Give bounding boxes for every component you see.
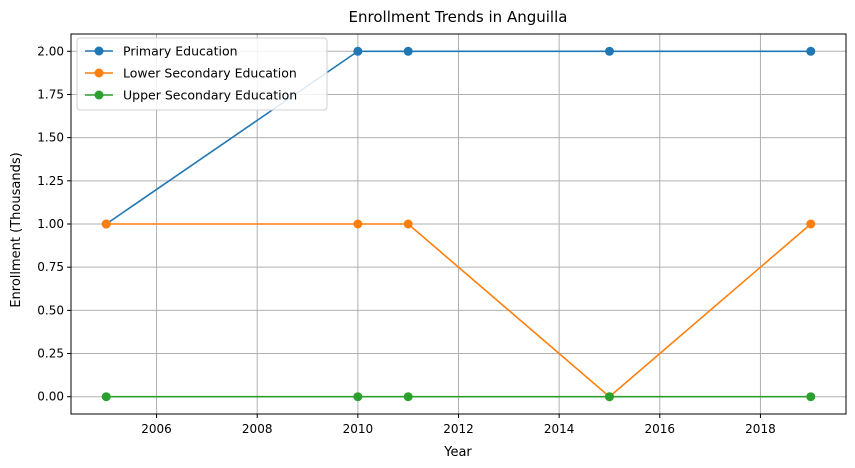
data-point (403, 219, 413, 229)
legend-label: Upper Secondary Education (123, 88, 297, 103)
data-point (101, 392, 111, 402)
y-axis-label: Enrollment (Thousands) (9, 152, 24, 307)
data-point (101, 219, 111, 229)
data-point (806, 219, 816, 229)
legend: Primary Education Lower Secondary Educati… (76, 37, 328, 111)
legend-item: Upper Secondary Education (85, 88, 297, 103)
x-axis-ticks: 2006 2008 2010 2012 2014 2016 2018 (141, 414, 776, 436)
y-tick-label: 1.75 (37, 87, 64, 101)
data-point (353, 46, 363, 56)
series-upper-secondary-education (101, 392, 816, 402)
legend-marker (94, 90, 104, 100)
y-axis-ticks: 0.00 0.25 0.50 0.75 1.00 1.25 1.50 1.75 2.00 (37, 44, 71, 404)
x-tick-label: 2018 (745, 422, 776, 436)
data-point (604, 392, 614, 402)
data-point (806, 392, 816, 402)
x-tick-label: 2010 (343, 422, 374, 436)
data-point (353, 219, 363, 229)
x-tick-label: 2014 (544, 422, 575, 436)
data-point (403, 46, 413, 56)
x-tick-label: 2006 (141, 422, 172, 436)
legend-marker (94, 46, 104, 56)
y-tick-label: 0.50 (37, 303, 64, 317)
y-tick-label: 1.25 (37, 174, 64, 188)
x-tick-label: 2016 (645, 422, 676, 436)
legend-item: Primary Education (85, 44, 238, 59)
y-tick-label: 0.00 (37, 390, 64, 404)
legend-item: Lower Secondary Education (85, 66, 297, 81)
chart-title: Enrollment Trends in Anguilla (349, 8, 568, 26)
data-point (806, 46, 816, 56)
y-tick-label: 2.00 (37, 44, 64, 58)
data-point (353, 392, 363, 402)
x-tick-label: 2012 (443, 422, 474, 436)
x-tick-label: 2008 (242, 422, 273, 436)
legend-label: Primary Education (123, 44, 238, 59)
legend-label: Lower Secondary Education (123, 66, 297, 81)
x-axis-label: Year (443, 445, 472, 460)
y-tick-label: 0.75 (37, 260, 64, 274)
y-tick-label: 1.00 (37, 217, 64, 231)
y-tick-label: 1.50 (37, 131, 64, 145)
data-point (403, 392, 413, 402)
legend-marker (94, 68, 104, 78)
legend-box (76, 37, 328, 111)
y-tick-label: 0.25 (37, 347, 64, 361)
data-point (604, 46, 614, 56)
